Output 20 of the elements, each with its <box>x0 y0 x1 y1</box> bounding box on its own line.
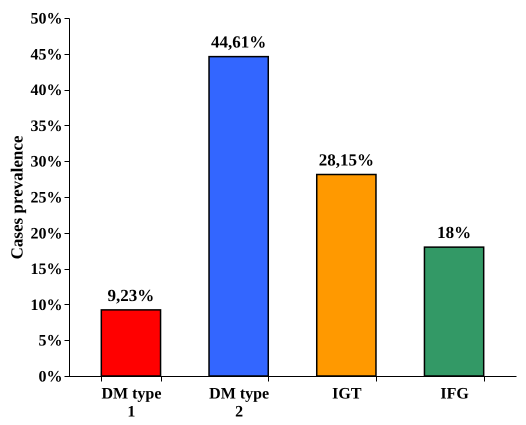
y-tick-label: 45% <box>30 46 62 64</box>
y-tick-label: 15% <box>30 261 62 278</box>
y-tick-label: 20% <box>30 225 62 242</box>
data-label: 44,61% <box>211 32 266 52</box>
x-tick-label: IGT <box>332 386 362 402</box>
y-tick-label: 10% <box>30 296 62 314</box>
y-tick-label: 30% <box>30 154 62 171</box>
y-tick-label: 5% <box>38 332 62 350</box>
y-tick-label: 25% <box>30 190 62 206</box>
x-tick-label: DM type 2 <box>209 386 270 420</box>
x-tick-label: DM type 1 <box>101 386 162 420</box>
y-axis-title: Cases prevalence <box>8 135 26 260</box>
x-tick-label: IFG <box>440 386 470 402</box>
y-tick-label: 0% <box>38 368 62 386</box>
data-label: 18% <box>437 223 472 242</box>
y-tick-label: 50% <box>30 10 62 28</box>
y-tick-label: 40% <box>30 82 62 100</box>
data-label: 9,23% <box>108 286 154 305</box>
y-tick-label: 35% <box>30 118 62 135</box>
data-label: 28,15% <box>318 150 374 170</box>
